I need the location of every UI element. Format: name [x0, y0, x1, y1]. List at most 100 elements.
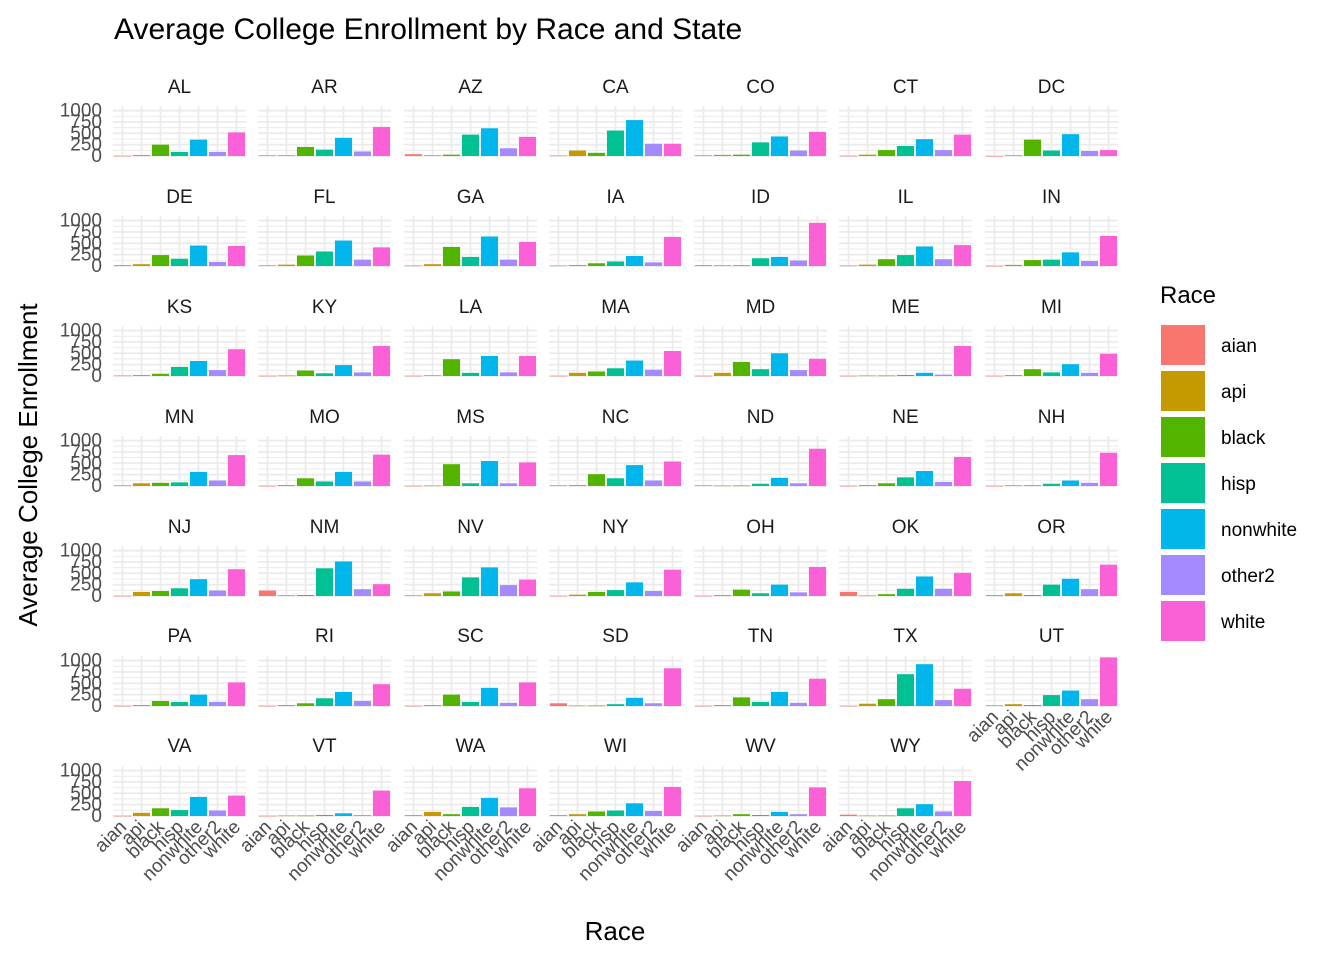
facet-strip-label: WY — [890, 736, 921, 757]
bar-sd-hisp — [606, 704, 625, 706]
bar-wv-nonwhite — [770, 811, 789, 816]
bar-wa-api — [423, 811, 442, 816]
facet-panel-ms: MS — [404, 407, 537, 487]
bar-la-black — [442, 359, 461, 376]
bar-sc-nonwhite — [480, 687, 499, 706]
bar-tn-black — [732, 697, 751, 706]
bar-nm-hisp — [315, 568, 334, 596]
facet-panel-az: AZ — [404, 77, 537, 157]
bar-sc-other2 — [499, 702, 518, 706]
legend-key-hisp — [1161, 463, 1205, 503]
bar-pa-black — [151, 701, 170, 706]
bar-wi-other2 — [644, 811, 663, 816]
bar-or-api — [1004, 593, 1023, 596]
bar-tn-api — [713, 705, 732, 706]
bar-mn-black — [151, 482, 170, 486]
bar-in-other2 — [1080, 261, 1099, 266]
bar-ok-api — [858, 595, 877, 597]
bar-in-nonwhite — [1061, 252, 1080, 266]
bar-tx-other2 — [934, 700, 953, 706]
bar-nm-nonwhite — [334, 561, 353, 596]
bar-de-nonwhite — [189, 245, 208, 266]
bar-wa-hisp — [461, 806, 480, 816]
bar-pa-aian — [113, 705, 132, 707]
bar-me-nonwhite — [915, 372, 934, 376]
facet-strip-label: OK — [892, 517, 920, 538]
facet-strip-label: IA — [607, 187, 625, 208]
bar-or-white — [1099, 564, 1118, 596]
bar-md-other2 — [789, 370, 808, 376]
bar-nv-hisp — [461, 577, 480, 596]
facet-strip-label: MN — [165, 407, 195, 428]
bar-sc-white — [518, 682, 537, 706]
bar-mi-nonwhite — [1061, 364, 1080, 376]
legend-label-nonwhite: nonwhite — [1221, 520, 1297, 541]
bar-ky-hisp — [315, 373, 334, 376]
bar-or-hisp — [1042, 584, 1061, 596]
bar-ct-aian — [839, 155, 858, 157]
y-tick-label: 1000 — [60, 101, 102, 122]
bar-la-white — [518, 356, 537, 376]
bar-md-aian — [694, 375, 713, 377]
bar-wa-aian — [404, 815, 423, 816]
facet-panel-ky: KY — [258, 297, 391, 377]
bar-tx-nonwhite — [915, 664, 934, 706]
facet-strip-label: MI — [1041, 297, 1062, 318]
bar-ar-black — [296, 146, 315, 156]
facet-panel-tx: TX — [839, 626, 972, 707]
bar-de-aian — [113, 265, 132, 266]
bar-id-other2 — [789, 260, 808, 266]
bar-in-aian — [985, 265, 1004, 267]
bar-mi-black — [1023, 369, 1042, 376]
bar-ne-aian — [839, 485, 858, 487]
bar-mo-hisp — [315, 481, 334, 486]
bar-tn-other2 — [789, 702, 808, 706]
bar-mn-api — [132, 483, 151, 486]
bar-dc-black — [1023, 139, 1042, 156]
bar-ct-api — [858, 154, 877, 156]
bar-ga-hisp — [461, 256, 480, 266]
bar-nd-white — [808, 448, 827, 486]
bar-ok-white — [953, 572, 972, 596]
bar-de-black — [151, 255, 170, 266]
bar-ia-white — [663, 236, 682, 266]
facet-panel-dc: DC — [985, 77, 1118, 157]
bar-co-api — [713, 154, 732, 156]
bar-co-white — [808, 131, 827, 156]
y-tick-label: 250 — [70, 245, 102, 266]
bar-ia-nonwhite — [625, 256, 644, 266]
bar-ma-black — [587, 371, 606, 376]
facet-strip-label: OR — [1037, 517, 1066, 538]
bar-oh-other2 — [789, 592, 808, 596]
facet-strip-label: MS — [456, 407, 485, 428]
bar-ne-white — [953, 456, 972, 486]
y-tick-label: 1000 — [60, 431, 102, 452]
bar-ma-nonwhite — [625, 360, 644, 376]
facet-panel-ia: IA — [549, 187, 682, 267]
bar-ut-api — [1004, 704, 1023, 706]
bar-pa-hisp — [170, 701, 189, 706]
facet-panel-nc: NC — [549, 407, 682, 487]
facet-strip-label: IL — [898, 187, 914, 208]
bar-sd-aian — [549, 703, 568, 706]
bar-mi-other2 — [1080, 372, 1099, 376]
bar-ne-nonwhite — [915, 471, 934, 486]
y-tick-label: 250 — [70, 575, 102, 596]
bar-ky-nonwhite — [334, 365, 353, 376]
bar-nh-nonwhite — [1061, 480, 1080, 486]
facet-strip-label: VA — [168, 736, 192, 757]
bar-ny-black — [587, 591, 606, 596]
bar-dc-other2 — [1080, 151, 1099, 156]
bar-mi-aian — [985, 375, 1004, 377]
bar-de-other2 — [208, 261, 227, 266]
bar-mn-aian — [113, 485, 132, 486]
legend-key-white — [1161, 601, 1205, 641]
bar-me-aian — [839, 375, 858, 377]
facet-strip-label: DE — [166, 187, 192, 208]
bar-vt-black — [296, 815, 315, 817]
bar-wa-other2 — [499, 807, 518, 816]
